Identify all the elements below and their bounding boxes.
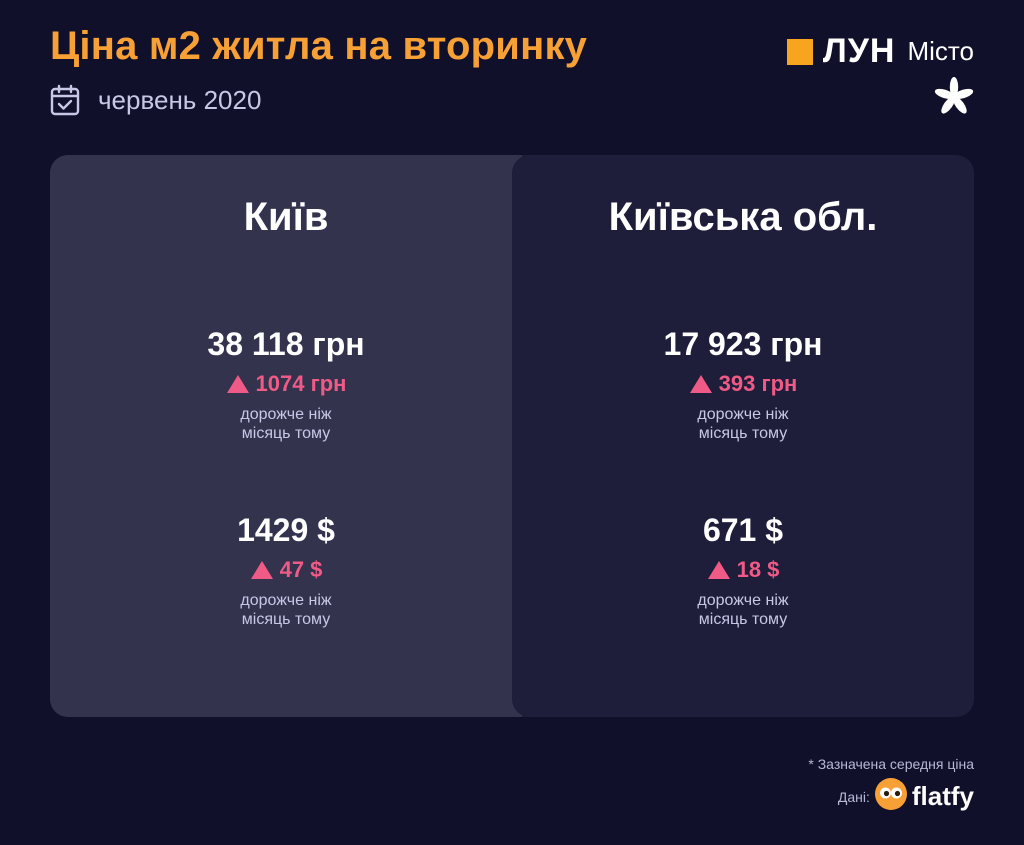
- price-change-value: 18 $: [736, 557, 780, 582]
- owl-eyes-icon: [874, 777, 908, 816]
- price-value: 1429 $: [237, 512, 335, 548]
- brand-name: ЛУН: [822, 32, 896, 70]
- price-change: 1074 грн: [50, 371, 522, 397]
- region-card-kyiv-oblast: Київська обл. 17 923 грн 393 грн дорожче…: [512, 155, 974, 717]
- brand-square-icon: [786, 38, 813, 65]
- calendar-icon: [50, 84, 80, 116]
- price-note-line: дорожче ніж: [697, 592, 789, 609]
- page-title: Ціна м2 житла на вторинку: [50, 24, 588, 68]
- price-value: 671 $: [702, 512, 784, 548]
- region-card-kyiv: Київ 38 118 грн 1074 грн дорожче ніж міс…: [50, 155, 522, 717]
- price-change-value: 1074 грн: [255, 371, 347, 396]
- chestnut-leaf-icon: [934, 76, 974, 121]
- data-source: Дані: flatfy: [838, 777, 974, 816]
- region-name: Київ: [243, 195, 329, 239]
- brand-logo: ЛУН Місто: [786, 32, 974, 71]
- date-row: червень 2020: [50, 84, 261, 116]
- source-name: flatfy: [911, 781, 974, 811]
- price-note-line: місяць тому: [698, 425, 788, 442]
- price-note: дорожче ніж місяць тому: [512, 405, 974, 443]
- price-note-line: місяць тому: [698, 611, 788, 628]
- price-note-line: дорожче ніж: [697, 406, 789, 423]
- increase-triangle-icon: [689, 375, 712, 393]
- price-change-value: 393 грн: [718, 371, 798, 396]
- price-block-usd: 671 $ 18 $ дорожче ніж місяць тому: [512, 511, 974, 629]
- source-label: Дані:: [837, 788, 870, 805]
- price-note-line: дорожче ніж: [240, 406, 332, 423]
- price-note-line: місяць тому: [241, 611, 331, 628]
- price-value: 38 118 грн: [207, 326, 365, 362]
- price-note-line: місяць тому: [241, 425, 331, 442]
- price-change: 18 $: [512, 557, 974, 583]
- price-change: 47 $: [50, 557, 522, 583]
- price-note: дорожче ніж місяць тому: [50, 591, 522, 629]
- increase-triangle-icon: [226, 375, 249, 393]
- increase-triangle-icon: [707, 561, 730, 579]
- brand-suffix: Місто: [907, 36, 974, 66]
- price-note: дорожче ніж місяць тому: [512, 591, 974, 629]
- price-change: 393 грн: [512, 371, 974, 397]
- price-note-line: дорожче ніж: [240, 592, 332, 609]
- price-block-usd: 1429 $ 47 $ дорожче ніж місяць тому: [50, 511, 522, 629]
- price-block-uah: 17 923 грн 393 грн дорожче ніж місяць то…: [512, 325, 974, 443]
- price-change-value: 47 $: [279, 557, 323, 582]
- region-name: Київська обл.: [608, 195, 878, 239]
- report-date: червень 2020: [98, 84, 262, 115]
- prices-panel: Київ 38 118 грн 1074 грн дорожче ніж міс…: [50, 155, 974, 717]
- price-block-uah: 38 118 грн 1074 грн дорожче ніж місяць т…: [50, 325, 522, 443]
- increase-triangle-icon: [250, 561, 273, 579]
- price-value: 17 923 грн: [663, 326, 823, 362]
- price-note: дорожче ніж місяць тому: [50, 405, 522, 443]
- average-price-footnote: * Зазначена середня ціна: [808, 756, 974, 772]
